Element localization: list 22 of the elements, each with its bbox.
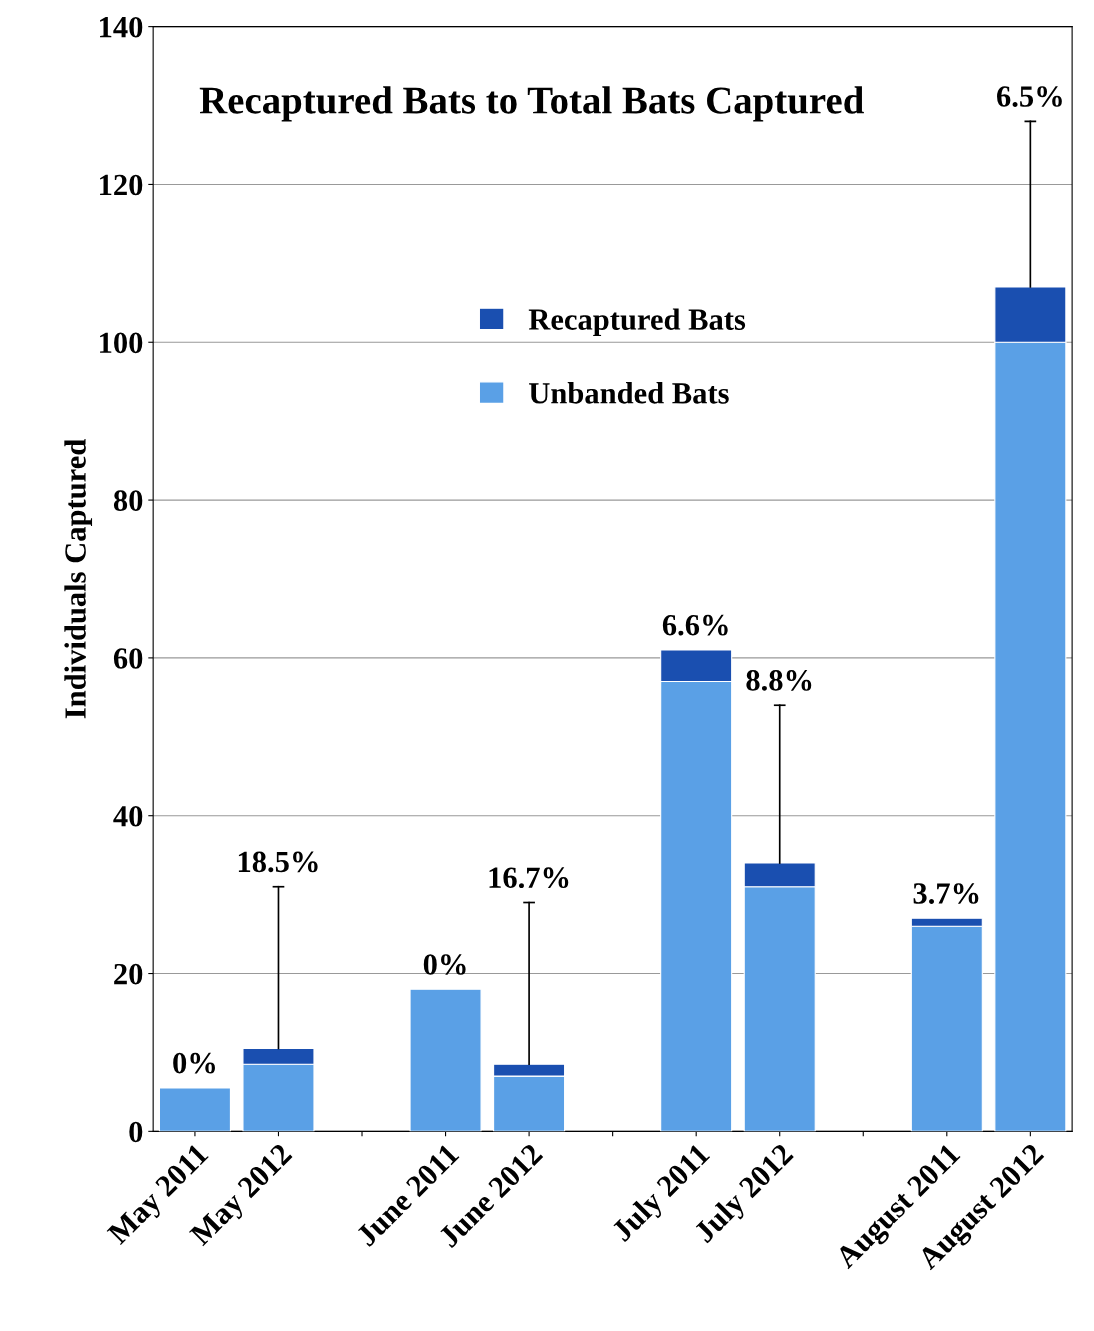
annotation: 6.6% xyxy=(662,614,728,636)
y-tick-label: 0 xyxy=(129,1121,143,1143)
y-tick-label: 140 xyxy=(100,16,143,38)
y-tick-label: 100 xyxy=(100,332,143,354)
annotation: 0% xyxy=(423,954,466,975)
y-tick-label: 120 xyxy=(100,174,143,196)
y-tick-label: 40 xyxy=(113,805,143,827)
bar xyxy=(158,1087,231,1132)
annotation: 3.7% xyxy=(913,883,979,904)
annotation: 16.7% xyxy=(489,867,569,889)
legend-label: Unbanded Bats xyxy=(529,382,729,404)
annotation: 6.5% xyxy=(997,86,1062,107)
bar xyxy=(409,988,482,1132)
y-axis-title: Individuals Captured xyxy=(64,439,93,719)
text: Recaptured Bats to Total Bats Captured xyxy=(199,86,864,122)
annotation: 8.8% xyxy=(746,670,812,691)
annotation: 0% xyxy=(173,1052,215,1074)
annotation: 18.5% xyxy=(238,851,318,873)
y-tick-label: 60 xyxy=(113,648,143,669)
y-tick-label: 80 xyxy=(113,490,143,511)
legend-label: Recaptured Bats xyxy=(528,308,746,337)
y-tick-label: 20 xyxy=(114,963,143,985)
